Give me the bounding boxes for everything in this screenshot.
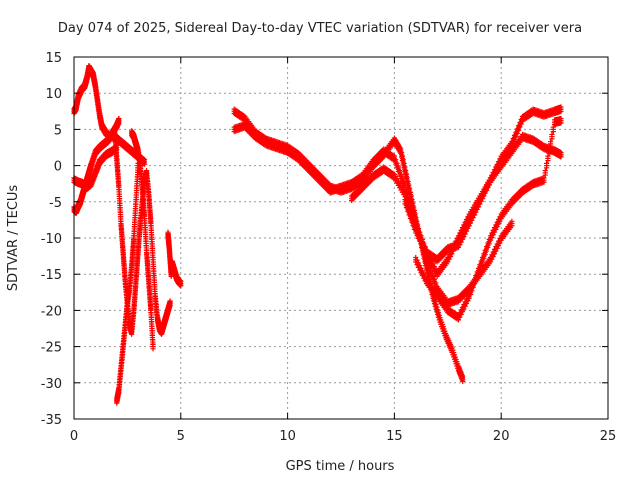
data-point bbox=[167, 302, 173, 308]
x-tick-label: 10 bbox=[279, 429, 296, 444]
y-tick-label: -15 bbox=[41, 268, 62, 283]
data-point bbox=[141, 161, 148, 167]
data-point bbox=[133, 201, 139, 207]
data-point bbox=[131, 228, 137, 234]
y-axis-label: SDTVAR / TECUs bbox=[6, 185, 21, 292]
data-point bbox=[135, 169, 141, 175]
data-point bbox=[133, 205, 139, 212]
x-tick-label: 5 bbox=[177, 429, 185, 444]
data-point bbox=[132, 214, 138, 221]
data-point bbox=[132, 224, 138, 230]
y-tick-label: -5 bbox=[49, 196, 62, 211]
data-point bbox=[134, 187, 140, 194]
y-tick-label: 15 bbox=[45, 51, 62, 66]
x-tick-label: 25 bbox=[600, 429, 617, 444]
series-track-g bbox=[165, 229, 184, 289]
y-tick-label: -25 bbox=[41, 341, 62, 356]
x-tick-label: 0 bbox=[70, 429, 78, 444]
y-tick-label: 5 bbox=[54, 123, 62, 138]
y-tick-label: -30 bbox=[41, 377, 62, 392]
chart-title: Day 074 of 2025, Sidereal Day-to-day VTE… bbox=[58, 21, 582, 36]
series-track-e bbox=[114, 160, 141, 406]
data-point bbox=[131, 233, 137, 239]
data-point bbox=[150, 346, 156, 352]
x-axis-label: GPS time / hours bbox=[286, 459, 395, 474]
data-point bbox=[116, 120, 122, 126]
data-point bbox=[133, 192, 140, 198]
data-point bbox=[132, 210, 139, 216]
data-markers bbox=[71, 63, 564, 406]
y-tick-label: -35 bbox=[41, 413, 62, 428]
y-tick-label: 10 bbox=[45, 87, 62, 102]
data-point bbox=[134, 183, 140, 189]
series-track-f bbox=[129, 128, 156, 352]
data-point bbox=[131, 237, 137, 243]
y-tick-label: -10 bbox=[41, 232, 62, 247]
x-tick-label: 15 bbox=[386, 429, 403, 444]
y-tick-label: -20 bbox=[41, 304, 62, 319]
data-point bbox=[178, 283, 184, 289]
data-point bbox=[132, 219, 138, 225]
grid-lines bbox=[74, 57, 608, 419]
data-point bbox=[133, 196, 139, 203]
x-tick-label: 20 bbox=[493, 429, 510, 444]
y-tick-label: 0 bbox=[54, 160, 62, 175]
